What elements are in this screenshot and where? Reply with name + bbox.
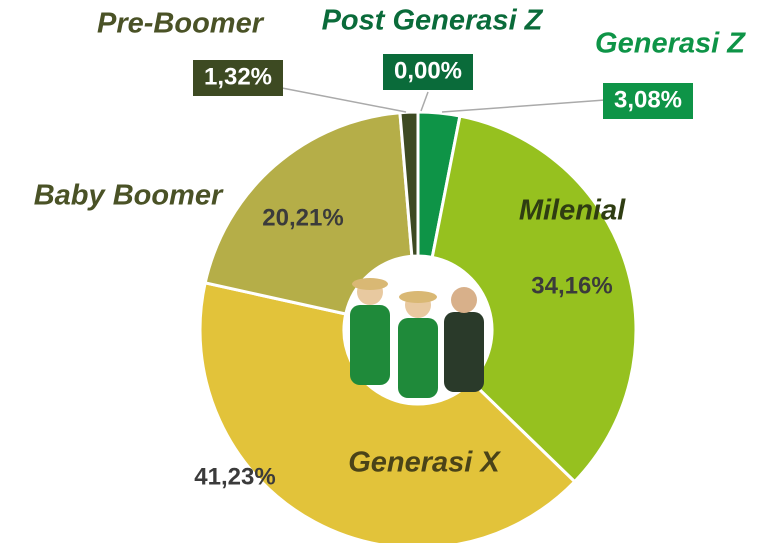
value-label: 1,32%: [204, 63, 272, 90]
figure-hat: [399, 291, 437, 303]
labels: Post Generasi Z 0,00% Generasi Z 3,08% Milen…: [34, 5, 747, 491]
category-label: Generasi X: [348, 447, 501, 479]
value-label: 41,23%: [194, 463, 275, 490]
category-label: Post Generasi Z: [322, 5, 544, 37]
category-label: Baby Boomer: [34, 180, 224, 212]
value-box: [193, 60, 283, 96]
category-label: Pre-Boomer: [97, 8, 265, 40]
value-box: [383, 54, 473, 90]
leader-line: [441, 99, 606, 113]
category-label: Generasi Z: [595, 28, 746, 60]
figure: [444, 312, 484, 392]
leader-line: [281, 87, 407, 113]
value-label: 0,00%: [394, 57, 462, 84]
donut: [198, 110, 638, 543]
figure-hat: [352, 278, 388, 290]
figure-head: [451, 287, 477, 313]
leader-lines: [281, 87, 606, 113]
figure: [350, 305, 390, 385]
center-illustration: [344, 256, 492, 404]
value-label: 20,21%: [262, 204, 343, 231]
category-label: Milenial: [519, 195, 626, 227]
leader-line: [420, 91, 429, 112]
value-label: 3,08%: [614, 86, 682, 113]
value-label: 34,16%: [531, 272, 612, 299]
figure: [398, 318, 438, 398]
value-box: [603, 83, 693, 119]
